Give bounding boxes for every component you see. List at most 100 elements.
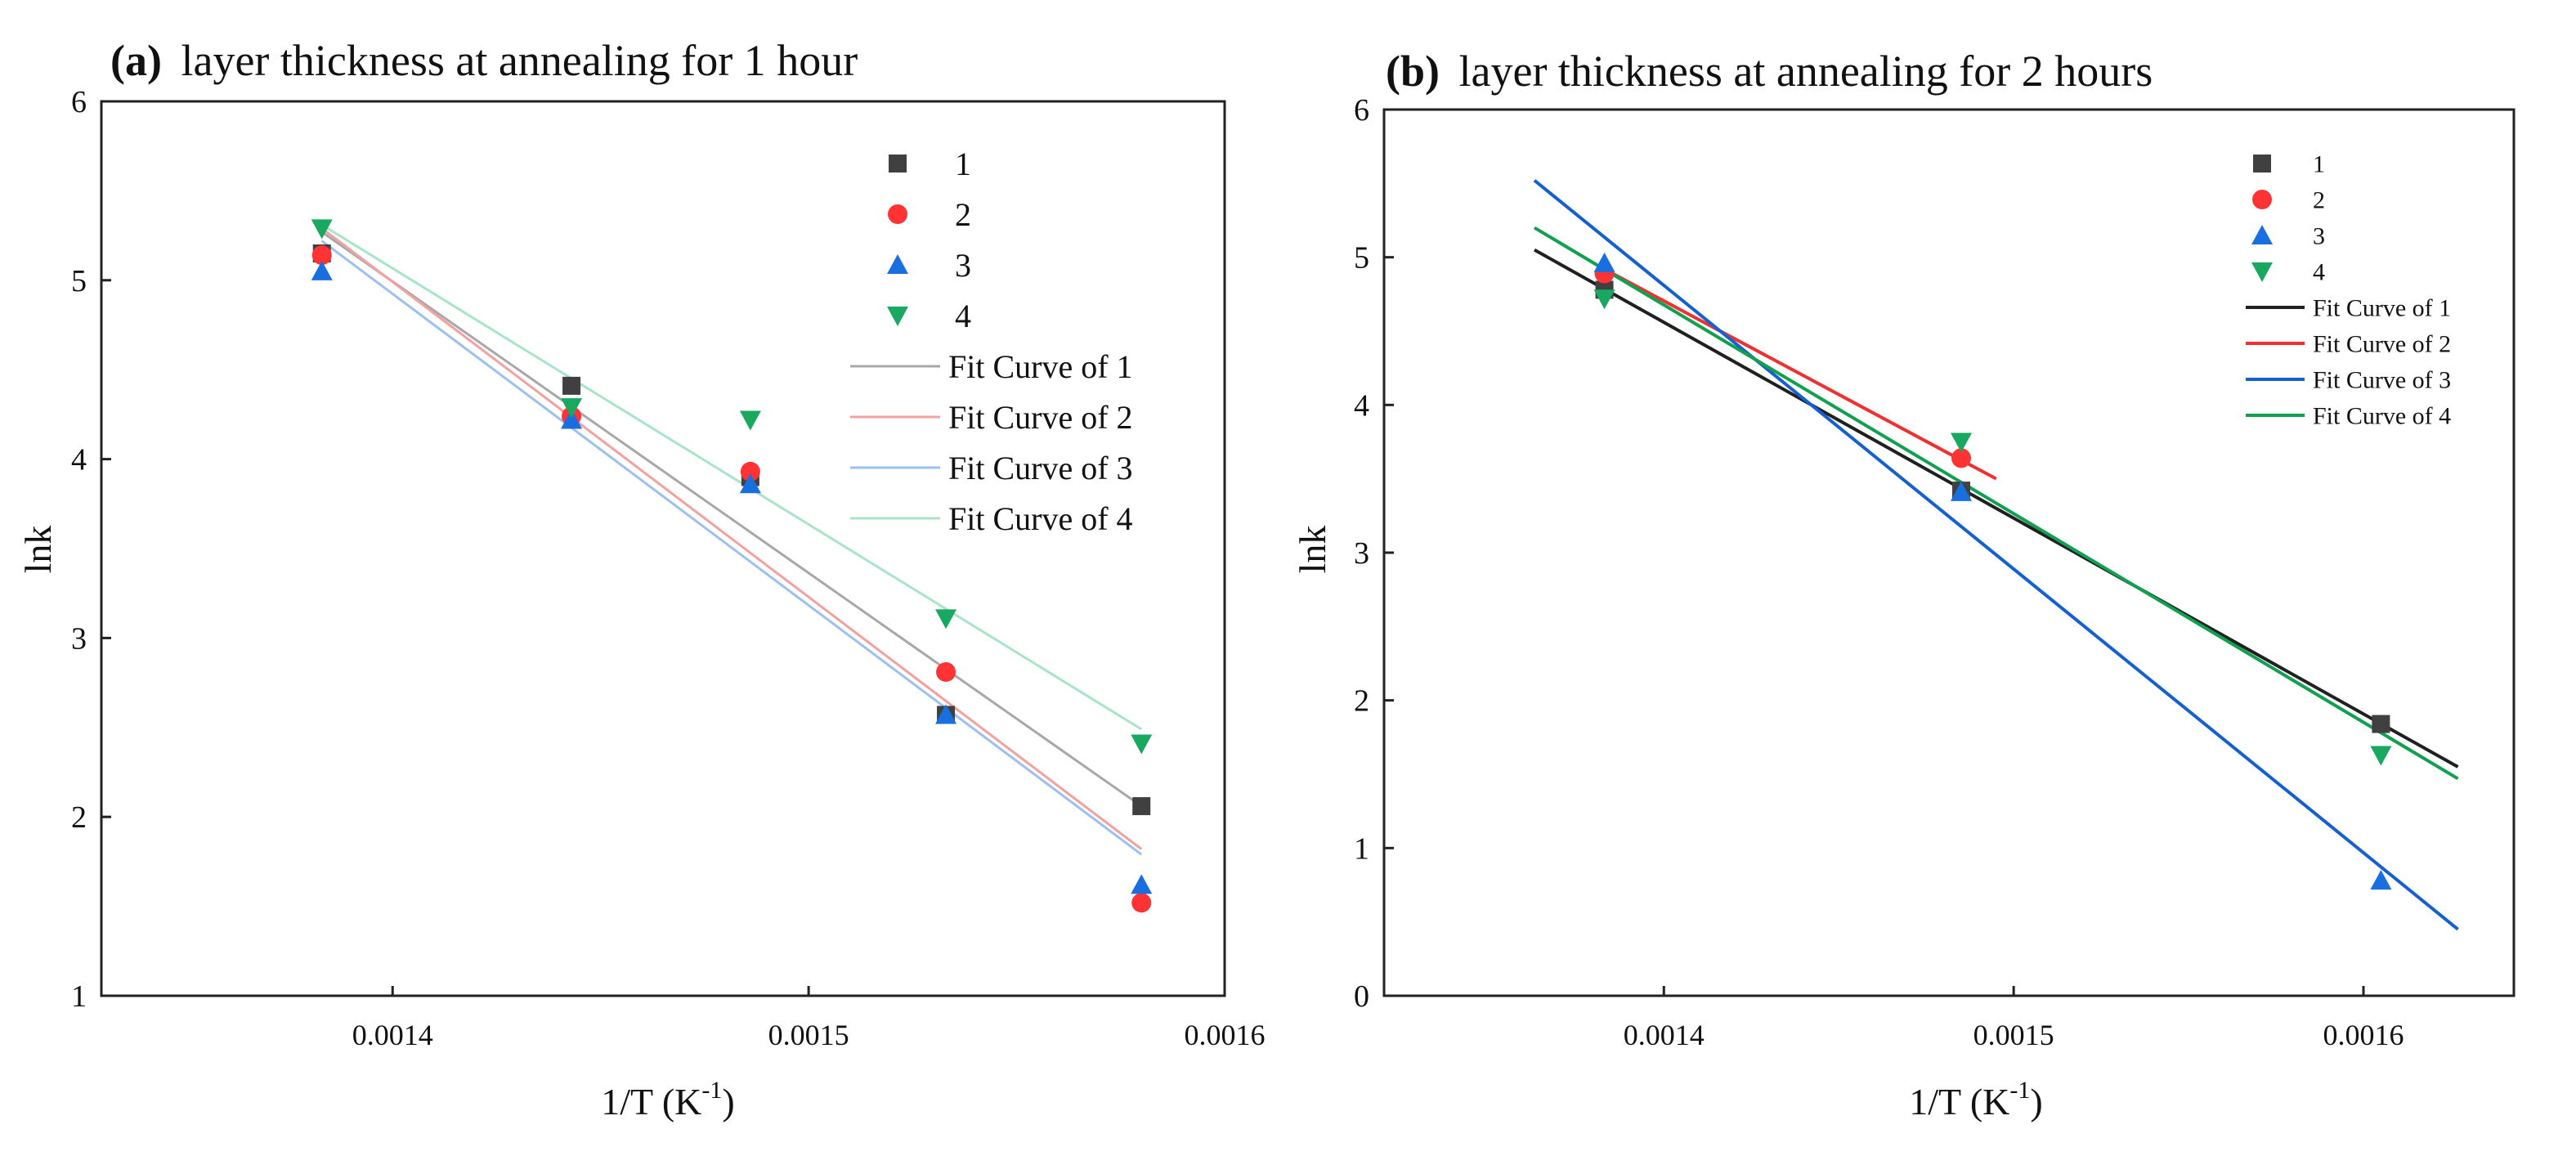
chart-a-point-series-4: [739, 410, 761, 431]
chart-b-legend-label: Fit Curve of 1: [2313, 295, 2451, 322]
chart-b-legend-marker-4: [2251, 262, 2273, 282]
chart-a-point-series-2: [311, 245, 332, 266]
chart-b-xlabel-sup: -1: [2009, 1077, 2030, 1104]
chart-a-point-series-1: [1132, 797, 1151, 816]
chart-b-y-tick-label: 6: [1354, 93, 1369, 128]
chart-b-point-series-3: [1593, 252, 1615, 272]
chart-b-point-series-3: [2370, 870, 2392, 890]
chart-a-x-tick-label: 0.0014: [352, 1019, 433, 1051]
chart-a-point-series-4: [311, 219, 333, 240]
chart-b-title: (b) layer thickness at annealing for 2 h…: [1386, 47, 2153, 96]
chart-b-point-series-1: [2372, 715, 2390, 733]
chart-b-point-series-4: [1950, 432, 1972, 453]
chart-a-point-series-4: [561, 398, 583, 419]
chart-a-y-axis-label: lnk: [17, 526, 59, 574]
chart-a-point-series-1: [562, 376, 581, 395]
chart-b-legend-label: Fit Curve of 3: [2313, 367, 2451, 394]
chart-b-legend-marker-1: [2253, 155, 2271, 173]
chart-a-title-prefix: (a): [110, 36, 162, 85]
chart-a-y-tick-label: 3: [71, 621, 87, 656]
chart-a-legend-marker-3: [887, 254, 908, 274]
chart-b-fit-line-2: [1603, 267, 1997, 481]
chart-a-title: (a) layer thickness at annealing for 1 h…: [110, 36, 858, 85]
chart-b-legend-label: 1: [2313, 151, 2325, 178]
chart-b-y-tick-label: 4: [1354, 388, 1369, 423]
chart-b-y-tick-label: 1: [1354, 831, 1369, 866]
chart-a-legend-label: Fit Curve of 1: [948, 348, 1133, 385]
chart-b-plot-area: 0 1 2 3 4 5 6 0.0014 0.0015 0.0016 1 2 3 4 Fit Curve o…: [1354, 93, 2516, 1051]
chart-b-title-text: layer thickness at annealing for 2 hours: [1459, 47, 2153, 96]
chart-b-xlabel-base: 1/T (K: [1909, 1081, 2009, 1122]
chart-a-x-axis-label: 1/T (K-1): [601, 1077, 734, 1122]
chart-b-legend-label: 2: [2313, 187, 2325, 214]
chart-a-point-series-2: [936, 661, 956, 682]
chart-b-x-tick-label: 0.0015: [1973, 1019, 2054, 1051]
chart-a-point-series-3: [1131, 874, 1153, 894]
chart-b-y-tick-label: 0: [1354, 979, 1369, 1014]
chart-b-y-axis-label: lnk: [1292, 526, 1333, 574]
chart-b-plot-frame: [1382, 108, 2516, 997]
chart-a-point-series-3: [935, 704, 957, 724]
chart-b-point-series-4: [1593, 289, 1615, 310]
chart-panel-a: (a) layer thickness at annealing for 1 h…: [17, 36, 1266, 1122]
chart-a-legend-label: Fit Curve of 3: [948, 450, 1133, 486]
chart-b-title-prefix: (b): [1386, 47, 1440, 96]
chart-a-point-series-2: [1131, 893, 1152, 913]
chart-a-y-tick-label: 4: [71, 443, 87, 477]
chart-b-x-tick-label: 0.0016: [2323, 1019, 2404, 1051]
chart-b-fit-line-1: [1534, 248, 2459, 768]
chart-a-y-tick-label: 1: [71, 979, 87, 1014]
chart-panel-b: (b) layer thickness at annealing for 2 h…: [1288, 0, 2576, 1156]
chart-a-plot-area: 1 2 3 4 5 6 0.0014 0.0015 0.0016 1 2 3 4 Fit Curve of…: [71, 85, 1266, 1051]
chart-b-legend-marker-3: [2251, 225, 2273, 244]
chart-b-xlabel-close: ): [2030, 1081, 2042, 1122]
chart-b-svg: (b) layer thickness at annealing for 2 h…: [1292, 47, 2516, 1122]
chart-a-xlabel-base: 1/T (K: [601, 1081, 701, 1122]
chart-a-point-series-2: [740, 461, 760, 482]
chart-b-point-series-3: [1950, 481, 1972, 501]
chart-a-plot-frame: [100, 100, 1226, 997]
chart-b-fit-line-4: [1533, 226, 2459, 781]
chart-a-legend-label: Fit Curve of 2: [948, 399, 1133, 436]
chart-a-xlabel-sup: -1: [701, 1077, 722, 1104]
chart-b-legend: 1 2 3 4 Fit Curve of 1 Fit Curve of 2 Fit Curv…: [2246, 151, 2451, 430]
chart-a-point-series-4: [1131, 734, 1153, 755]
chart-a-fit-line-1: [320, 231, 1143, 808]
chart-a-x-tick-label: 0.0015: [768, 1019, 849, 1051]
chart-b-y-tick-label: 5: [1354, 241, 1369, 276]
chart-a-legend-marker-2: [888, 204, 907, 224]
chart-a-y-tick-label: 6: [71, 85, 87, 119]
chart-b-x-axis-label: 1/T (K-1): [1909, 1077, 2042, 1122]
chart-b-legend-marker-2: [2252, 190, 2272, 209]
chart-a-xlabel-close: ): [722, 1081, 734, 1122]
chart-a-point-series-4: [935, 609, 957, 630]
chart-b-legend-label: 4: [2313, 259, 2325, 286]
chart-a-fit-line-3: [320, 240, 1143, 856]
chart-a-legend-marker-1: [889, 155, 907, 173]
chart-a-legend-label: 4: [955, 298, 971, 334]
chart-a-y-tick-label: 5: [71, 264, 87, 298]
chart-a-x-tick-label: 0.0016: [1185, 1019, 1266, 1051]
chart-a-legend-marker-4: [887, 307, 908, 326]
chart-a-point-series-3: [739, 473, 761, 494]
chart-b-point-series-4: [2370, 746, 2392, 766]
chart-a-title-text: layer thickness at annealing for 1 hour: [181, 36, 858, 85]
chart-a-legend-label: Fit Curve of 4: [948, 500, 1133, 537]
chart-b-legend-label: Fit Curve of 4: [2313, 403, 2451, 430]
chart-a-point-series-3: [561, 409, 583, 429]
chart-a-legend-label: 3: [955, 247, 971, 284]
chart-a-legend: 1 2 3 4 Fit Curve of 1 Fit Curve of 2 Fit Curv…: [850, 146, 1133, 537]
chart-a-svg: (a) layer thickness at annealing for 1 h…: [17, 36, 1266, 1122]
chart-a-y-tick-label: 2: [71, 800, 87, 835]
chart-b-y-tick-label: 3: [1354, 536, 1369, 571]
chart-b-legend-label: 3: [2313, 223, 2325, 250]
chart-b-point-series-2: [1951, 448, 1971, 468]
chart-a-legend-label: 1: [955, 146, 971, 182]
chart-a-fit-line-2: [320, 227, 1143, 850]
chart-b-fit-line-3: [1533, 179, 2459, 931]
chart-b-legend-label: Fit Curve of 2: [2313, 331, 2451, 358]
chart-b-y-tick-label: 2: [1354, 684, 1369, 719]
chart-b-x-tick-label: 0.0014: [1624, 1019, 1705, 1051]
chart-a-legend-label: 2: [955, 196, 971, 233]
chart-a-point-series-3: [311, 260, 333, 280]
